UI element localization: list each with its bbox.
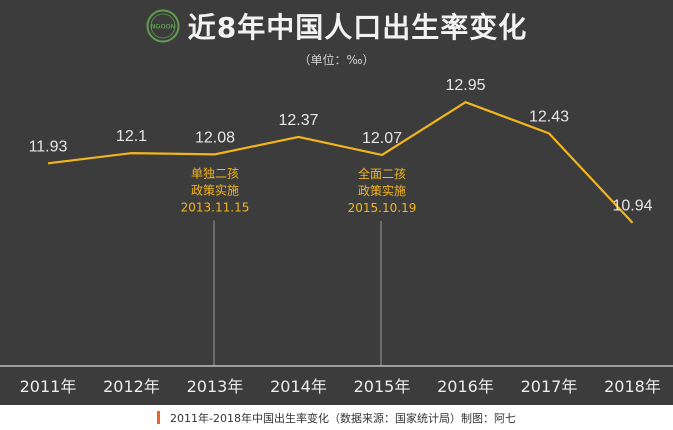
data-label: 12.37 — [278, 112, 318, 129]
annotation-text: 2015.10.19 — [348, 201, 417, 215]
x-tick-label: 2013年 — [187, 377, 244, 396]
annotation-text: 2013.11.15 — [181, 200, 250, 214]
annotation-text: 政策实施 — [358, 183, 406, 198]
logo-text: NGOON — [150, 24, 175, 31]
x-tick-label: 2014年 — [270, 377, 327, 396]
x-tick-label: 2015年 — [354, 377, 411, 396]
data-label: 12.1 — [116, 128, 147, 145]
annotation-text: 全面二孩 — [358, 166, 406, 181]
data-label: 12.43 — [529, 108, 569, 125]
annotation-text: 政策实施 — [191, 182, 239, 197]
footer-caption: 2011年-2018年中国出生率变化（数据来源：国家统计局）制图：阿七 — [170, 411, 516, 425]
annotation-text: 单独二孩 — [191, 166, 239, 180]
x-tick-label: 2018年 — [604, 377, 661, 396]
x-tick-label: 2011年 — [20, 377, 77, 396]
data-label: 12.08 — [195, 129, 235, 146]
x-tick-label: 2017年 — [521, 377, 578, 396]
line-chart: 11.93 12.1 12.08 12.37 12.07 12.95 12.43 10.94 2… — [0, 77, 673, 396]
chart-panel: NGOON 近8年中国人口出生率变化 （单位：‰） — [0, 0, 673, 405]
chart-title: 近8年中国人口出生率变化 — [187, 11, 528, 44]
ngoon-logo-icon: NGOON — [146, 9, 180, 43]
data-label: 10.94 — [612, 198, 652, 215]
series-line — [47, 101, 634, 224]
x-tick-label: 2016年 — [437, 377, 494, 396]
data-label: 12.07 — [362, 130, 402, 147]
data-label: 12.95 — [445, 77, 485, 94]
footer-accent-bar — [157, 411, 161, 424]
footer: 2011年-2018年中国出生率变化（数据来源：国家统计局）制图：阿七 — [0, 405, 673, 430]
title-row: NGOON 近8年中国人口出生率变化 — [0, 4, 673, 48]
data-label: 11.93 — [29, 138, 68, 155]
x-tick-label: 2012年 — [103, 377, 160, 396]
unit-label: （单位：‰） — [298, 53, 375, 67]
